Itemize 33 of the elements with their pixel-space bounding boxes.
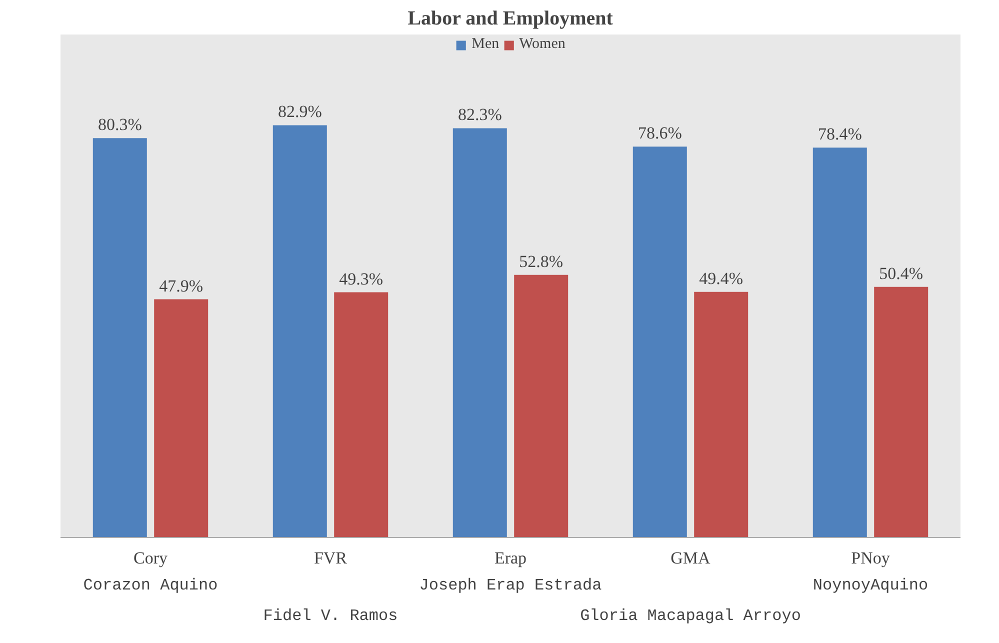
text: Corazon Aquino xyxy=(83,576,218,594)
bar xyxy=(632,146,687,538)
bar xyxy=(874,286,928,538)
bar xyxy=(514,274,568,538)
x-tick-label: PNoy xyxy=(851,548,890,568)
data-label: 82.9% xyxy=(278,102,322,122)
x-tick-label: Cory xyxy=(134,548,168,568)
text: NoynoyAquino xyxy=(812,576,928,594)
bar xyxy=(812,148,867,538)
x-tick-label: Erap xyxy=(494,548,527,568)
data-label: 82.3% xyxy=(458,105,502,124)
data-label: 52.8% xyxy=(519,252,564,271)
x-tick-label: GMA xyxy=(670,548,712,568)
chart-title: Labor and Employment xyxy=(408,8,614,30)
bar xyxy=(272,125,327,538)
bar xyxy=(334,292,388,538)
data-label: 78.6% xyxy=(638,124,682,143)
data-label: 80.3% xyxy=(98,115,142,134)
text: Fidel V. Ramos xyxy=(263,606,398,625)
data-label: 49.3% xyxy=(339,269,384,288)
data-label: 50.4% xyxy=(879,264,924,283)
bar xyxy=(154,299,208,538)
data-label: 49.4% xyxy=(699,268,744,288)
data-label: 78.4% xyxy=(818,124,862,144)
text: Gloria Macapagal Arroyo xyxy=(580,606,801,625)
data-label: 47.9% xyxy=(159,276,204,296)
legend-label: Women xyxy=(519,36,566,53)
text: Joseph Erap Estrada xyxy=(419,576,602,594)
bar xyxy=(92,138,147,538)
bar xyxy=(452,128,507,538)
legend-label: Men xyxy=(472,36,500,53)
x-tick-label: FVR xyxy=(314,548,348,568)
bar xyxy=(694,292,748,538)
